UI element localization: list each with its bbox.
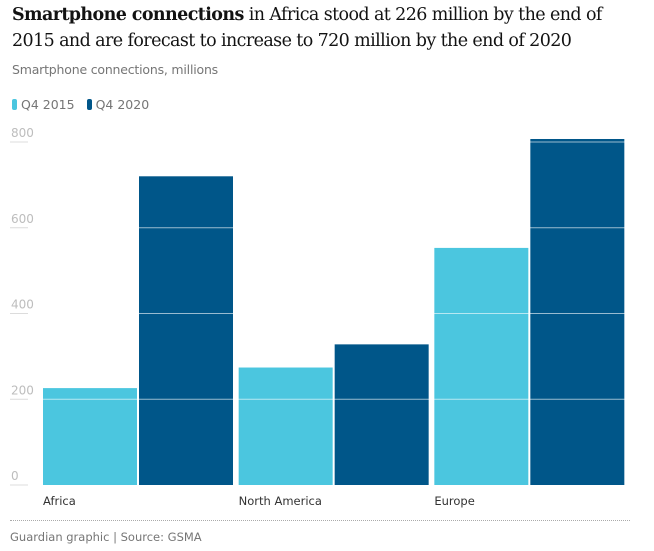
y-tick-label: 0: [11, 469, 19, 483]
bar-africa-q4-2020: [139, 176, 233, 486]
bar-africa-q4-2015: [43, 388, 137, 485]
bar-europe-q4-2020: [530, 138, 625, 485]
source-credit: Guardian graphic | Source: GSMA: [10, 530, 202, 544]
legend-label: Q4 2020: [95, 97, 150, 112]
bar-north-america-q4-2015: [238, 367, 333, 485]
legend-swatch: [12, 99, 17, 110]
chart-title: Smartphone connections in Africa stood a…: [12, 2, 642, 54]
title-rest: in Africa stood at 226 million by the en…: [12, 5, 602, 51]
y-tick-label: 400: [11, 298, 34, 312]
y-tick-label: 200: [11, 383, 34, 397]
legend: Q4 2015 Q4 2020: [12, 97, 149, 112]
x-category-label: North America: [239, 494, 322, 508]
chart-subtitle: Smartphone connections, millions: [12, 62, 218, 77]
legend-label: Q4 2015: [21, 97, 75, 112]
bar-north-america-q4-2020: [334, 344, 429, 485]
footer-divider: [10, 520, 630, 521]
legend-swatch: [86, 99, 92, 110]
y-tick-label: 800: [11, 126, 34, 140]
legend-item-q4-2020: Q4 2020: [86, 97, 150, 112]
x-category-label: Africa: [43, 494, 76, 508]
title-bold: Smartphone connections: [12, 5, 244, 25]
bar-europe-q4-2015: [434, 247, 529, 485]
x-category-label: Europe: [434, 494, 474, 508]
y-tick-label: 600: [11, 212, 34, 226]
legend-item-q4-2015: Q4 2015: [12, 97, 75, 112]
